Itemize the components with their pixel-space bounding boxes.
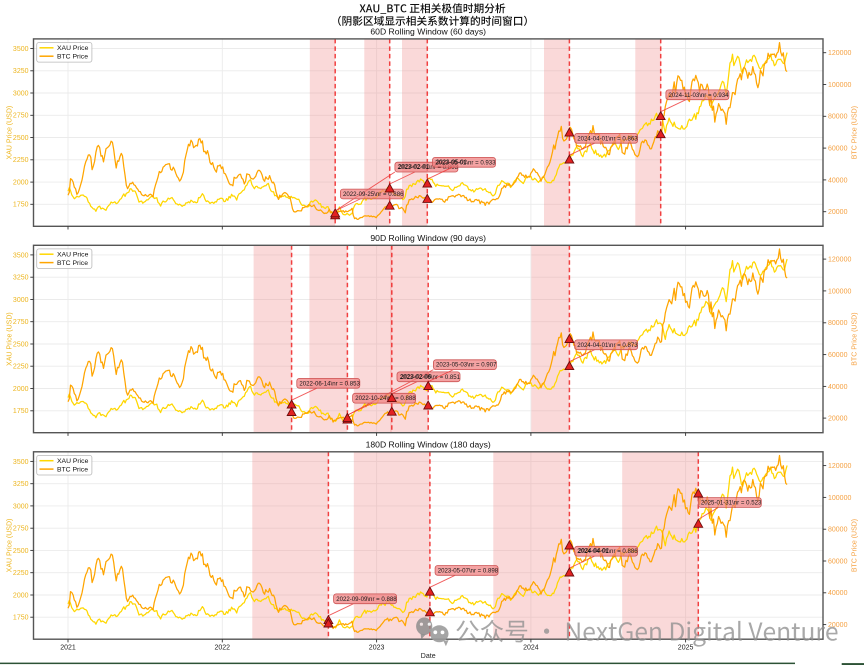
- svg-text:2023-02-01: 2023-02-01: [398, 164, 430, 171]
- svg-text:2022-06-14\nr = 0.853: 2022-06-14\nr = 0.853: [299, 380, 360, 387]
- svg-text:20000: 20000: [828, 622, 848, 629]
- svg-text:60000: 60000: [828, 352, 848, 359]
- svg-text:BTC Price: BTC Price: [57, 260, 88, 267]
- svg-text:100000: 100000: [828, 82, 851, 89]
- svg-text:2023-05-03\nr = 0.907: 2023-05-03\nr = 0.907: [436, 362, 497, 369]
- svg-text:2000: 2000: [13, 592, 29, 599]
- svg-text:2023-05-07\nr = 0.898: 2023-05-07\nr = 0.898: [438, 567, 499, 574]
- svg-text:3000: 3000: [13, 503, 29, 510]
- svg-text:60D Rolling Window (60 days): 60D Rolling Window (60 days): [370, 27, 486, 37]
- svg-text:2023-05-01\nr = 0.933: 2023-05-01\nr = 0.933: [435, 159, 496, 166]
- svg-text:2024-04-01\nr = 0.886: 2024-04-01\nr = 0.886: [577, 548, 638, 555]
- svg-text:2250: 2250: [13, 364, 29, 371]
- svg-text:1750: 1750: [13, 615, 29, 622]
- svg-text:2022: 2022: [215, 644, 231, 651]
- svg-text:2024-04-01\nr = 0.873: 2024-04-01\nr = 0.873: [577, 342, 638, 349]
- svg-text:2023-02-06\nr = 0.851: 2023-02-06\nr = 0.851: [400, 374, 461, 381]
- svg-text:3000: 3000: [13, 297, 29, 304]
- svg-text:2000: 2000: [13, 386, 29, 393]
- svg-text:XAU Price: XAU Price: [57, 458, 89, 465]
- svg-text:2250: 2250: [13, 157, 29, 164]
- svg-text:120000: 120000: [828, 463, 851, 470]
- svg-text:Date: Date: [421, 653, 436, 660]
- svg-text:2023-05-01: 2023-05-01: [436, 159, 468, 166]
- svg-text:2021: 2021: [60, 644, 76, 651]
- svg-text:2250: 2250: [13, 570, 29, 577]
- svg-text:BTC Price (USD): BTC Price (USD): [852, 312, 859, 365]
- svg-text:3500: 3500: [13, 459, 29, 466]
- svg-text:80000: 80000: [828, 320, 848, 327]
- svg-text:XAU Price: XAU Price: [57, 252, 89, 259]
- svg-text:XAU Price: XAU Price: [57, 45, 89, 52]
- svg-text:2022-09-25\nr = 0.886: 2022-09-25\nr = 0.886: [343, 191, 404, 198]
- svg-text:BTC Price: BTC Price: [57, 466, 88, 473]
- svg-text:BTC Price (USD): BTC Price (USD): [852, 519, 859, 572]
- svg-text:BTC Price: BTC Price: [57, 54, 88, 61]
- svg-text:2024: 2024: [523, 644, 539, 651]
- svg-text:40000: 40000: [828, 590, 848, 597]
- svg-text:3250: 3250: [13, 481, 29, 488]
- svg-text:2750: 2750: [13, 319, 29, 326]
- svg-text:60000: 60000: [828, 146, 848, 153]
- svg-text:XAU Price (USD): XAU Price (USD): [7, 106, 14, 160]
- svg-text:2500: 2500: [13, 135, 29, 142]
- svg-text:100000: 100000: [828, 288, 851, 295]
- svg-text:120000: 120000: [828, 257, 851, 264]
- svg-text:2022-10-24\nr = 0.888: 2022-10-24\nr = 0.888: [355, 395, 416, 402]
- svg-text:40000: 40000: [828, 177, 848, 184]
- svg-text:2000: 2000: [13, 180, 29, 187]
- svg-text:2024-11-03\nr = 0.934: 2024-11-03\nr = 0.934: [669, 92, 730, 99]
- svg-text:2750: 2750: [13, 113, 29, 120]
- svg-text:3000: 3000: [13, 90, 29, 97]
- svg-text:100000: 100000: [828, 495, 851, 502]
- svg-text:1750: 1750: [13, 408, 29, 415]
- svg-text:2500: 2500: [13, 341, 29, 348]
- svg-text:3250: 3250: [13, 68, 29, 75]
- svg-text:120000: 120000: [828, 50, 851, 57]
- svg-text:2023: 2023: [369, 644, 385, 651]
- svg-text:2024-04-01: 2024-04-01: [578, 548, 610, 555]
- svg-text:180D Rolling Window (180 days): 180D Rolling Window (180 days): [366, 440, 491, 450]
- svg-text:40000: 40000: [828, 384, 848, 391]
- svg-text:2022-09-09\nr = 0.888: 2022-09-09\nr = 0.888: [336, 596, 397, 603]
- svg-text:80000: 80000: [828, 527, 848, 534]
- svg-text:20000: 20000: [828, 209, 848, 216]
- svg-text:2023-02-06: 2023-02-06: [400, 373, 432, 380]
- svg-text:2024-04-01\nr = 0.863: 2024-04-01\nr = 0.863: [577, 135, 638, 142]
- svg-text:20000: 20000: [828, 416, 848, 423]
- svg-text:BTC Price (USD): BTC Price (USD): [852, 106, 859, 159]
- svg-text:XAU Price (USD): XAU Price (USD): [7, 519, 14, 573]
- svg-text:3250: 3250: [13, 275, 29, 282]
- svg-text:2023-02-01\nr = 0.893: 2023-02-01\nr = 0.893: [398, 164, 459, 171]
- svg-text:2025-01-31\nr = 0.523: 2025-01-31\nr = 0.523: [701, 500, 762, 507]
- svg-text:1750: 1750: [13, 202, 29, 209]
- svg-text:60000: 60000: [828, 558, 848, 565]
- svg-text:80000: 80000: [828, 114, 848, 121]
- svg-text:90D Rolling Window (90 days): 90D Rolling Window (90 days): [370, 233, 486, 243]
- svg-text:3500: 3500: [13, 252, 29, 259]
- svg-text:2500: 2500: [13, 548, 29, 555]
- svg-text:2750: 2750: [13, 526, 29, 533]
- svg-text:3500: 3500: [13, 46, 29, 53]
- svg-text:XAU Price (USD): XAU Price (USD): [7, 312, 14, 366]
- svg-text:2025: 2025: [678, 644, 694, 651]
